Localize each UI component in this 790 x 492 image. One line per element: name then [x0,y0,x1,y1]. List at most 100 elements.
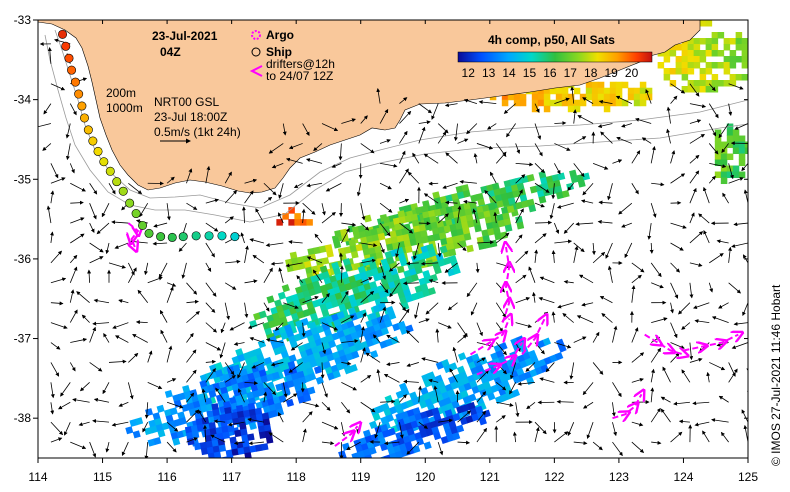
current-vector [515,208,524,224]
current-vector [144,442,149,458]
current-vector [306,182,323,188]
current-vector [651,282,664,289]
current-vector [708,143,719,155]
ship-position [88,136,98,146]
current-vector [670,83,686,94]
current-vector [557,202,574,209]
current-vector [402,281,419,286]
current-vector [607,265,613,283]
ship-position [131,209,141,219]
current-vector [670,302,674,314]
current-vector [582,401,594,409]
current-vector [383,373,400,383]
current-vector [50,421,64,436]
current-vector [50,250,63,264]
current-vector [407,171,420,184]
current-vector [341,118,356,124]
ship-position [138,220,148,230]
current-vector [728,282,742,294]
current-vector [476,322,483,337]
current-vector [631,285,636,303]
current-vector [592,441,603,451]
current-vector [399,394,407,403]
current-vector [278,183,284,199]
colorbar-tick-label: 13 [482,66,496,80]
current-vector [551,183,556,200]
x-tick-label: 117 [222,470,241,484]
current-vector [418,385,423,403]
current-vector [93,298,110,304]
current-vector [263,302,270,312]
current-vector [197,409,207,423]
current-vector [406,330,420,343]
current-vector [384,441,400,446]
current-vector [205,322,217,333]
current-vector [437,213,449,224]
current-vector [89,256,104,264]
current-vector [534,182,550,193]
current-vector [224,282,237,290]
colorbar-tick-label: 18 [584,66,598,80]
current-vector [681,322,691,330]
current-vector [733,321,748,326]
current-vector [433,385,439,403]
current-vector [341,339,359,344]
current-vector [702,186,710,204]
current-vector [534,143,543,157]
y-tick-label: -38 [14,411,32,425]
current-vector [689,282,694,299]
current-vector [573,136,587,144]
current-vector [205,262,212,273]
current-vector [360,374,372,383]
current-vector [201,388,207,403]
current-vector [418,318,430,323]
current-vector [509,382,516,395]
current-vector [532,291,536,303]
current-vector [360,143,375,154]
current-vector [237,362,245,379]
current-vector [288,362,303,373]
current-vector [283,393,298,403]
current-vector [586,422,594,439]
current-vector [360,347,366,363]
current-vector [549,203,555,220]
current-vector [423,153,439,164]
current-vector [360,290,375,304]
current-vector [525,362,536,372]
current-vector [115,335,129,343]
current-vector [698,213,710,224]
current-vector [720,431,729,443]
current-vector [111,421,129,427]
current-vector [650,145,656,164]
current-vector [621,123,632,128]
altimetry-time: 23-Jul 18:00Z [154,110,227,124]
sst-patch [184,401,274,458]
current-vector [662,366,671,383]
current-vector [689,231,704,244]
current-vector [205,282,217,297]
current-vector [321,382,328,398]
current-vector [321,211,336,224]
current-vector [301,322,306,338]
current-vector [105,441,110,453]
current-vector [302,411,313,423]
current-vector [263,267,273,284]
current-vector [437,441,444,456]
current-vector [50,382,55,399]
drifter-track [683,335,739,351]
current-vector [50,437,63,443]
current-vector [476,410,486,423]
current-vector [70,217,85,224]
current-vector [388,262,400,272]
current-vector [360,222,370,231]
current-vector [215,387,226,403]
current-vector [205,302,216,313]
current-vector [621,222,632,228]
current-vector [399,150,406,164]
current-vector [694,421,710,427]
current-vector [666,128,671,144]
current-vector [418,421,428,429]
current-vector [92,321,110,326]
drifter-track [503,247,510,323]
current-vector [580,199,594,204]
